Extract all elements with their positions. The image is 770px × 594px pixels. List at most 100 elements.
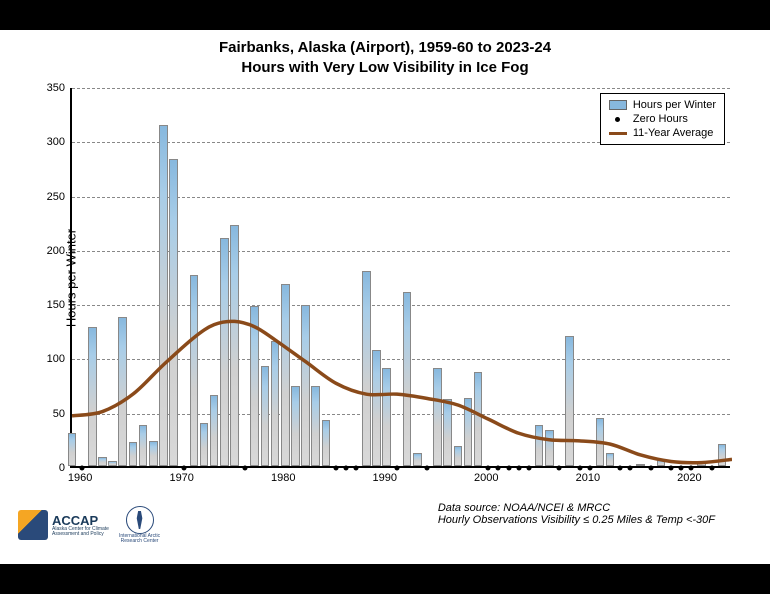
legend-bar-swatch — [609, 100, 627, 110]
bar — [220, 238, 229, 466]
bar — [311, 386, 320, 466]
x-tick-label: 1960 — [68, 472, 92, 484]
accap-icon — [18, 510, 48, 540]
bar — [433, 368, 442, 466]
bar — [636, 464, 645, 466]
bar — [606, 453, 615, 466]
accap-sub2: Assessment and Policy — [52, 532, 109, 537]
y-tick-label: 300 — [35, 136, 65, 148]
zero-hours-dot — [628, 466, 633, 471]
zero-hours-dot — [648, 466, 653, 471]
zero-hours-dot — [80, 466, 85, 471]
bar — [697, 461, 706, 466]
x-tick-label: 2020 — [677, 472, 701, 484]
bar — [129, 442, 138, 466]
chart-title: Fairbanks, Alaska (Airport), 1959-60 to … — [0, 30, 770, 77]
x-tick-label: 2000 — [474, 472, 498, 484]
x-tick-label: 1980 — [271, 472, 295, 484]
bar — [413, 453, 422, 466]
legend-line-label: 11-Year Average — [633, 127, 714, 139]
iarc-icon — [126, 506, 154, 534]
zero-hours-dot — [496, 466, 501, 471]
bar — [718, 444, 727, 466]
legend-dots-label: Zero Hours — [633, 113, 688, 125]
bar — [139, 425, 148, 466]
bar — [98, 457, 107, 466]
zero-hours-dot — [618, 466, 623, 471]
bar — [403, 292, 412, 466]
zero-hours-dot — [709, 466, 714, 471]
grid-line — [72, 88, 730, 89]
bar — [149, 441, 158, 466]
data-criteria: Hourly Observations Visibility ≤ 0.25 Mi… — [438, 514, 715, 526]
legend-line-swatch — [609, 128, 627, 138]
y-tick-label: 350 — [35, 82, 65, 94]
zero-hours-dot — [344, 466, 349, 471]
y-tick-label: 50 — [35, 408, 65, 420]
bar — [261, 366, 270, 466]
zero-hours-dot — [334, 466, 339, 471]
zero-hours-dot — [516, 466, 521, 471]
zero-hours-dot — [354, 466, 359, 471]
bar — [108, 461, 117, 466]
zero-hours-dot — [506, 466, 511, 471]
bar — [68, 433, 77, 466]
y-tick-label: 200 — [35, 245, 65, 257]
bar — [474, 372, 483, 466]
zero-hours-dot — [587, 466, 592, 471]
bar — [159, 125, 168, 466]
bar — [657, 460, 666, 467]
bar — [372, 350, 381, 466]
x-tick-label: 2010 — [576, 472, 600, 484]
legend-bars: Hours per Winter — [609, 98, 716, 112]
bar — [362, 271, 371, 466]
footer-source: Data source: NOAA/NCEI & MRCC Hourly Obs… — [438, 502, 715, 526]
zero-hours-dot — [679, 466, 684, 471]
bar — [291, 386, 300, 466]
plot-area: Hours per Winter Zero Hours 11-Year Aver… — [70, 88, 730, 468]
bar — [230, 225, 239, 466]
bar — [210, 395, 219, 466]
bar — [382, 368, 391, 466]
zero-hours-dot — [181, 466, 186, 471]
zero-hours-dot — [669, 466, 674, 471]
bar — [301, 305, 310, 466]
title-line-2: Hours with Very Low Visibility in Ice Fo… — [0, 58, 770, 78]
bar — [88, 327, 97, 466]
bar — [118, 317, 127, 466]
bar — [250, 306, 259, 466]
bar — [281, 284, 290, 466]
bar — [200, 423, 209, 466]
y-tick-label: 100 — [35, 353, 65, 365]
bar — [535, 425, 544, 466]
zero-hours-dot — [526, 466, 531, 471]
legend-bars-label: Hours per Winter — [633, 99, 716, 111]
zero-hours-dot — [486, 466, 491, 471]
bar — [464, 398, 473, 466]
zero-hours-dot — [557, 466, 562, 471]
accap-logo: ACCAP Alaska Center for Climate Assessme… — [18, 510, 109, 540]
iarc-name2: Research Center — [121, 539, 159, 544]
bar — [169, 159, 178, 466]
chart-container: Hours per Winter Hours per Winter Zero H… — [70, 88, 730, 468]
y-tick-label: 150 — [35, 299, 65, 311]
zero-hours-dot — [394, 466, 399, 471]
legend-line: 11-Year Average — [609, 126, 716, 140]
content-panel: Fairbanks, Alaska (Airport), 1959-60 to … — [0, 30, 770, 564]
x-tick-label: 1970 — [169, 472, 193, 484]
bar — [271, 341, 280, 466]
bar — [454, 446, 463, 466]
legend: Hours per Winter Zero Hours 11-Year Aver… — [600, 93, 725, 145]
zero-hours-dot — [242, 466, 247, 471]
legend-dot-swatch — [609, 114, 627, 124]
title-line-1: Fairbanks, Alaska (Airport), 1959-60 to … — [0, 38, 770, 58]
bar — [565, 336, 574, 466]
zero-hours-dot — [425, 466, 430, 471]
y-tick-label: 0 — [35, 462, 65, 474]
bar — [322, 420, 331, 466]
bar — [596, 418, 605, 466]
zero-hours-dot — [689, 466, 694, 471]
y-tick-label: 250 — [35, 191, 65, 203]
data-source: Data source: NOAA/NCEI & MRCC — [438, 502, 715, 514]
logos: ACCAP Alaska Center for Climate Assessme… — [18, 506, 160, 544]
